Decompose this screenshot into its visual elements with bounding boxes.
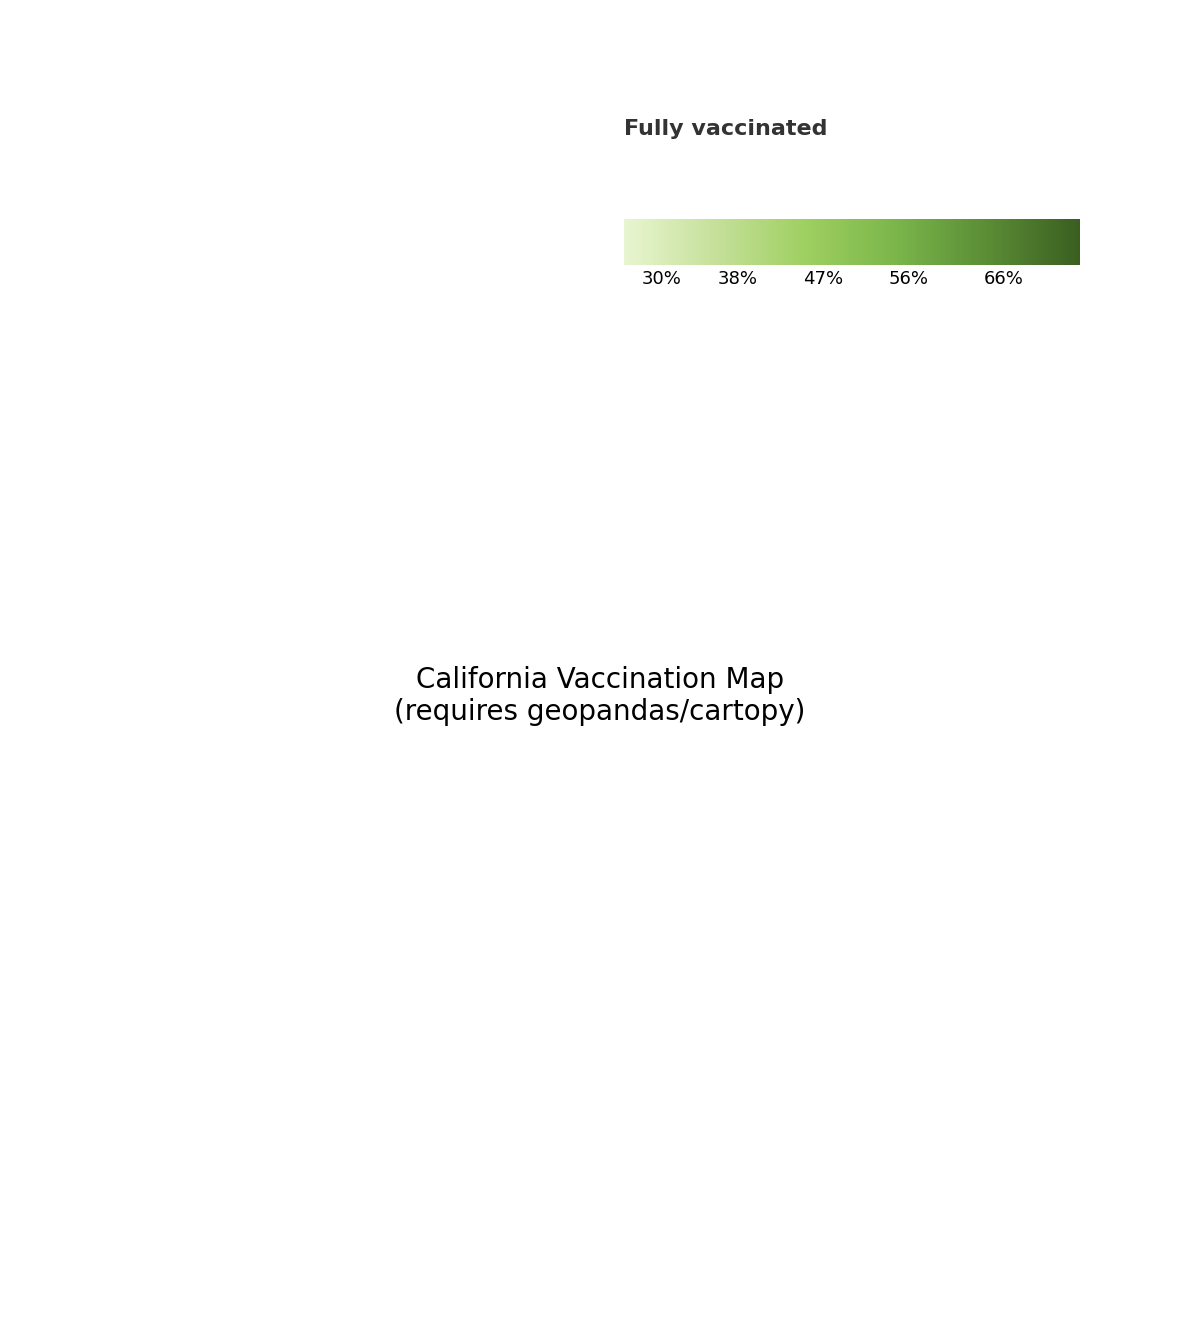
Text: Fully vaccinated: Fully vaccinated [624, 119, 828, 139]
Text: California Vaccination Map
(requires geopandas/cartopy): California Vaccination Map (requires geo… [395, 666, 805, 727]
